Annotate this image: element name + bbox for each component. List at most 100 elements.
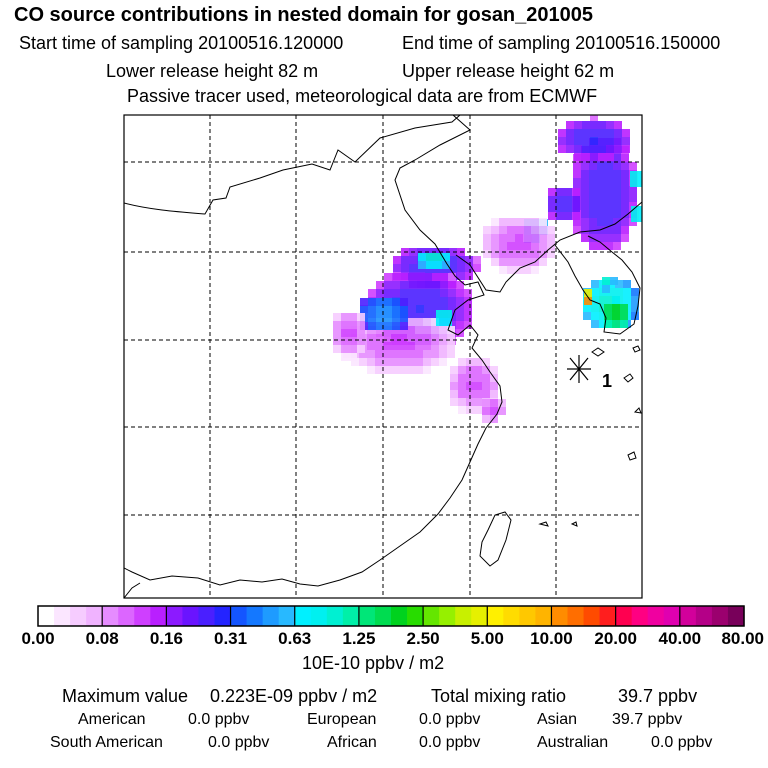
concentration-cell bbox=[399, 358, 407, 366]
concentration-cell bbox=[392, 289, 400, 297]
concentration-cell bbox=[499, 266, 507, 274]
colorbar-swatch bbox=[599, 606, 617, 626]
concentration-cell bbox=[605, 218, 613, 226]
concentration-cell bbox=[448, 297, 456, 305]
concentration-cell bbox=[631, 214, 639, 222]
concentration-cell bbox=[523, 242, 531, 250]
concentration-cell bbox=[574, 145, 582, 153]
concentration-cell bbox=[548, 204, 556, 212]
concentration-cell bbox=[423, 358, 431, 366]
concentration-cell bbox=[523, 234, 531, 242]
concentration-cell bbox=[376, 306, 384, 314]
concentration-cell bbox=[581, 234, 589, 242]
concentration-cell bbox=[581, 202, 589, 210]
concentration-cell bbox=[558, 129, 566, 137]
concentration-cell bbox=[523, 258, 531, 266]
concentration-cell bbox=[606, 121, 614, 129]
concentration-cell bbox=[631, 312, 639, 320]
concentration-cell bbox=[621, 202, 629, 210]
concentration-cell bbox=[612, 296, 620, 304]
colorbar-swatch bbox=[86, 606, 103, 626]
concentration-cell bbox=[431, 318, 439, 326]
concentration-cell bbox=[589, 218, 597, 226]
concentration-cell bbox=[620, 304, 628, 312]
concentration-cell bbox=[507, 258, 515, 266]
colorbar-swatch bbox=[503, 606, 520, 626]
region-value: 0.0 ppbv bbox=[419, 734, 481, 751]
concentration-cell bbox=[407, 358, 415, 366]
concentration-cell bbox=[449, 256, 457, 264]
colorbar-swatch bbox=[342, 606, 360, 626]
concentration-cell bbox=[613, 178, 621, 186]
concentration-cell bbox=[515, 258, 523, 266]
concentration-cell bbox=[584, 289, 592, 297]
concentration-cell bbox=[401, 264, 409, 272]
concentration-cell bbox=[448, 273, 456, 281]
concentration-cell bbox=[426, 261, 434, 269]
concentration-cell bbox=[572, 188, 580, 196]
concentration-cell bbox=[558, 145, 566, 153]
colorbar-tick-label: 0.31 bbox=[213, 629, 248, 648]
concentration-cell bbox=[483, 250, 491, 258]
concentration-cell bbox=[424, 305, 432, 313]
concentration-cell bbox=[604, 304, 612, 312]
concentration-cell bbox=[548, 188, 556, 196]
colorbar-swatch bbox=[551, 606, 569, 626]
concentration-cell bbox=[473, 264, 481, 272]
colorbar-swatch bbox=[326, 606, 344, 626]
colorbar-swatch bbox=[519, 606, 537, 626]
colorbar-swatch bbox=[118, 606, 135, 626]
concentration-cell bbox=[416, 289, 424, 297]
region-name: American bbox=[78, 711, 146, 728]
concentration-cell bbox=[582, 137, 590, 145]
concentration-cell bbox=[523, 226, 531, 234]
concentration-cell bbox=[384, 298, 392, 306]
concentration-cell bbox=[589, 194, 597, 202]
concentration-cell bbox=[599, 296, 607, 304]
colorbar-swatch bbox=[631, 606, 649, 626]
colorbar-swatch bbox=[246, 606, 264, 626]
concentration-cell bbox=[409, 264, 417, 272]
concentration-cell bbox=[605, 186, 613, 194]
concentration-cell bbox=[407, 318, 415, 326]
concentration-cell bbox=[456, 305, 464, 313]
concentration-cell bbox=[581, 194, 589, 202]
concentration-cell bbox=[498, 407, 506, 415]
concentration-cell bbox=[547, 258, 555, 266]
concentration-cell bbox=[458, 366, 466, 374]
concentration-cell bbox=[590, 129, 598, 137]
colorbar-swatch bbox=[310, 606, 328, 626]
concentration-cell bbox=[450, 374, 458, 382]
concentration-cell bbox=[375, 350, 383, 358]
map-title: CO source contributions in nested domain… bbox=[14, 4, 594, 26]
concentration-cell bbox=[589, 162, 597, 170]
concentration-cell bbox=[423, 342, 431, 350]
concentration-cell bbox=[507, 242, 515, 250]
concentration-cell bbox=[614, 145, 622, 153]
concentration-cell bbox=[573, 178, 581, 186]
colorbar-swatch bbox=[38, 606, 55, 626]
concentration-cell bbox=[597, 186, 605, 194]
concentration-cell bbox=[384, 289, 392, 297]
concentration-cell bbox=[391, 350, 399, 358]
concentration-cell bbox=[582, 153, 590, 161]
concentration-cell bbox=[531, 234, 539, 242]
concentration-cell bbox=[368, 306, 376, 314]
concentration-cell bbox=[623, 280, 631, 288]
concentration-cell bbox=[572, 204, 580, 212]
concentration-cell bbox=[615, 280, 623, 288]
coastline-mainland-east bbox=[124, 115, 503, 587]
receptor-label: 1 bbox=[602, 371, 612, 391]
concentration-cell bbox=[591, 312, 599, 320]
concentration-cell bbox=[621, 178, 629, 186]
concentration-cell bbox=[424, 273, 432, 281]
concentration-cell bbox=[407, 334, 415, 342]
concentration-cell bbox=[515, 250, 523, 258]
colorbar-swatch bbox=[214, 606, 232, 626]
concentration-cell bbox=[383, 342, 391, 350]
concentration-cell bbox=[583, 312, 591, 320]
concentration-cell bbox=[431, 334, 439, 342]
concentration-cell bbox=[466, 382, 474, 390]
concentration-cell bbox=[432, 289, 440, 297]
map-frame bbox=[123, 114, 643, 599]
